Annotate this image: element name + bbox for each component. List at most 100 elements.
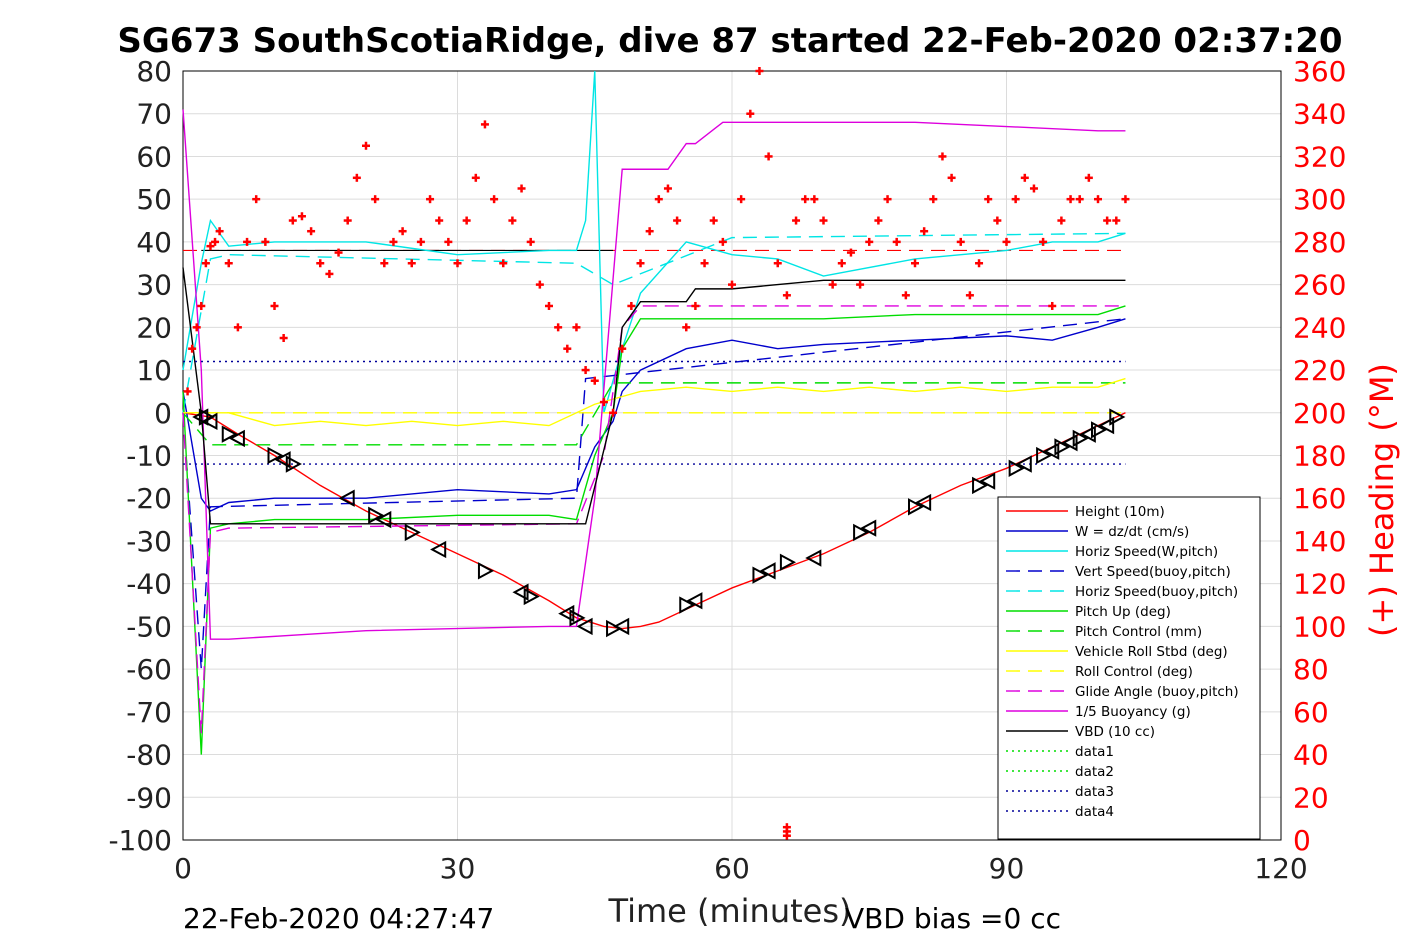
heading-point [737, 195, 746, 204]
heading-point [929, 195, 938, 204]
legend-entry: Horiz Speed(W,pitch) [1075, 544, 1218, 560]
depth-marker [285, 455, 302, 473]
y-tick-label: 40 [136, 226, 172, 259]
legend-entry: 1/5 Buoyancy (g) [1075, 704, 1191, 720]
depth-marker [606, 619, 623, 638]
series-lines [182, 70, 1126, 755]
depth-marker [523, 587, 540, 606]
depth-marker [1091, 421, 1108, 439]
heading-point [380, 259, 389, 268]
footer-vbd-bias: VBD bias =0 cc [845, 902, 1061, 935]
heading-point [279, 334, 288, 343]
depth-marker [860, 519, 877, 537]
depth-marker [779, 553, 797, 571]
y2-tick-label: 0 [1293, 824, 1311, 857]
depth-marker [558, 604, 575, 623]
legend: Height (10m) W = dz/dt (cm/s) Horiz Speed(… [997, 496, 1261, 840]
heading-point [1039, 237, 1048, 246]
heading-point [545, 301, 553, 310]
depth-marker [228, 429, 245, 448]
x-tick-label: 30 [440, 852, 476, 885]
heading-point [746, 109, 755, 118]
heading-point [728, 280, 736, 289]
heading-point [865, 237, 874, 246]
chart-title: SG673 SouthScotiaRidge, dive 87 started … [117, 21, 1342, 61]
y-tick-label: -100 [108, 824, 172, 857]
heading-point [1048, 301, 1057, 310]
right-axis-tick-labels: 3603403203002802602402202001801601401201… [1293, 55, 1346, 857]
depth-marker [1109, 408, 1126, 426]
heading-point [1011, 195, 1020, 204]
depth-marker [375, 510, 392, 529]
series-line [182, 318, 1126, 512]
heading-point [371, 195, 380, 204]
heading-point [183, 387, 192, 396]
depth-marker [221, 425, 238, 443]
heading-point [416, 237, 425, 246]
y2-tick-label: 320 [1293, 140, 1346, 173]
heading-point [938, 152, 947, 161]
heading-point [663, 184, 672, 193]
heading-point [261, 237, 270, 246]
heading-point [554, 323, 563, 332]
y2-tick-label: 340 [1293, 98, 1346, 131]
heading-point [819, 216, 828, 225]
depth-marker [752, 566, 769, 584]
y-tick-label: -20 [126, 482, 172, 515]
heading-point [618, 344, 627, 353]
legend-entry: Roll Control (deg) [1075, 664, 1193, 680]
depth-marker [759, 562, 776, 580]
heading-point [307, 227, 316, 236]
y2-tick-label: 300 [1293, 183, 1346, 216]
heading-point [947, 173, 956, 182]
legend-entry: Glide Angle (buoy,pitch) [1075, 684, 1239, 700]
heading-point [773, 259, 782, 268]
heading-point [252, 195, 261, 204]
heading-points [183, 67, 1130, 840]
legend-entry: Pitch Control (mm) [1075, 624, 1202, 640]
y2-tick-label: 240 [1293, 311, 1346, 344]
heading-point [846, 248, 855, 257]
heading-point [1075, 195, 1084, 204]
heading-point [892, 237, 901, 246]
y2-tick-label: 200 [1293, 397, 1346, 430]
y2-tick-label: 60 [1293, 696, 1329, 729]
y-tick-label: 50 [136, 183, 172, 216]
depth-marker [267, 446, 284, 465]
heading-point [993, 216, 1002, 225]
heading-point [828, 280, 837, 289]
legend-entry: data3 [1075, 784, 1114, 800]
heading-point [471, 173, 480, 182]
heading-point [755, 67, 764, 75]
heading-point [243, 237, 252, 246]
depth-marker [576, 617, 593, 636]
legend-entry: Pitch Up (deg) [1075, 604, 1171, 620]
legend-entry: VBD (10 cc) [1075, 724, 1155, 740]
heading-point [206, 242, 215, 251]
legend-entry: Horiz Speed(buoy,pitch) [1075, 584, 1238, 600]
heading-point [343, 216, 352, 225]
heading-point [444, 237, 453, 246]
heading-point [211, 237, 220, 246]
y2-tick-label: 160 [1293, 482, 1346, 515]
x-axis-label: Time (minutes) [608, 892, 852, 930]
legend-entry: Vehicle Roll Stbd (deg) [1075, 644, 1228, 660]
depth-marker [908, 498, 925, 516]
x-tick-label: 90 [989, 852, 1025, 885]
heading-point [581, 366, 590, 375]
heading-point [883, 195, 892, 204]
y2-tick-label: 20 [1293, 781, 1329, 814]
footer-timestamp: 22-Feb-2020 04:27:47 [183, 902, 494, 935]
depth-marker [915, 493, 932, 512]
heading-point [435, 216, 444, 225]
depth-marker [805, 549, 822, 567]
heading-point [609, 408, 618, 417]
y2-tick-label: 120 [1293, 568, 1346, 601]
heading-point [901, 291, 910, 300]
y-tick-label: -40 [126, 568, 172, 601]
y2-tick-label: 260 [1293, 269, 1346, 302]
heading-point [1103, 216, 1112, 225]
y2-tick-label: 140 [1293, 525, 1346, 558]
x-tick-label: 120 [1254, 852, 1307, 885]
heading-point [1057, 216, 1066, 225]
